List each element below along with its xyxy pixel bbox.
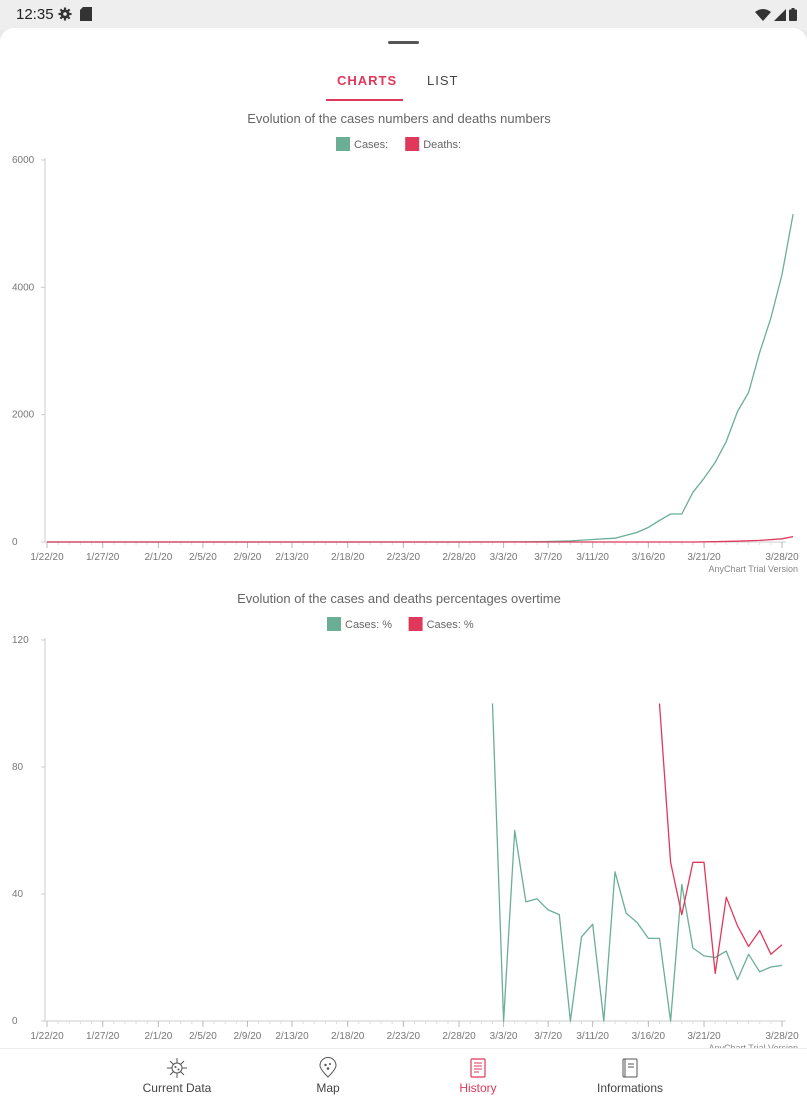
x-tick-label-2: 2/1/20 <box>144 1031 172 1042</box>
x-tick-label-5: 2/13/20 <box>275 552 309 563</box>
legend-swatch-0 <box>327 617 341 631</box>
x-tick-label-9: 3/3/20 <box>490 1031 518 1042</box>
status-time: 12:35 <box>16 6 54 23</box>
legend-label-1: Cases: % <box>427 619 474 631</box>
y-tick-label-0: 0 <box>12 1016 18 1027</box>
anychart-watermark: AnyChart Trial Version <box>708 1043 798 1048</box>
x-tick-label-4: 2/9/20 <box>234 552 262 563</box>
nav-label-informations: Informations <box>596 1081 664 1095</box>
tab-list[interactable]: LIST <box>427 73 459 88</box>
x-tick-label-12: 3/16/20 <box>632 552 666 563</box>
x-tick-label-14: 3/28/20 <box>765 552 799 563</box>
y-tick-label-0: 0 <box>12 537 18 548</box>
series-line-deaths <box>47 535 794 543</box>
legend-swatch-1 <box>408 617 423 631</box>
nav-current-data[interactable]: Current Data <box>117 1057 237 1095</box>
virus-icon <box>167 1058 187 1078</box>
series-line-deaths <box>658 703 783 975</box>
x-tick-label-10: 3/7/20 <box>534 1031 562 1042</box>
nav-label-current-data: Current Data <box>142 1081 212 1095</box>
y-tick-label-1: 40 <box>12 889 24 900</box>
y-tick-label-2: 80 <box>12 762 24 773</box>
legend-swatch-1 <box>405 137 420 151</box>
nav-informations[interactable]: Informations <box>570 1057 690 1095</box>
x-tick-label-4: 2/9/20 <box>234 1031 262 1042</box>
y-tick-label-3: 120 <box>12 635 29 646</box>
chart1-svg: Evolution of the cases numbers and death… <box>12 111 799 574</box>
x-tick-label-12: 3/16/20 <box>632 1031 666 1042</box>
x-tick-label-7: 2/23/20 <box>387 1031 421 1042</box>
x-tick-label-8: 2/28/20 <box>442 1031 476 1042</box>
x-tick-label-3: 2/5/20 <box>189 1031 217 1042</box>
tab-bar: CHARTS LIST <box>0 66 807 102</box>
nav-history[interactable]: History <box>418 1057 538 1095</box>
x-tick-label-7: 2/23/20 <box>387 552 421 563</box>
x-tick-label-1: 1/27/20 <box>86 1031 120 1042</box>
bottom-sheet: CHARTS LIST <box>0 28 807 1100</box>
cases-deaths-percentages-chart: Evolution of the cases and deaths percen… <box>0 585 807 1048</box>
legend-label-0: Cases: % <box>345 619 392 631</box>
series-line-cases <box>491 703 783 1022</box>
battery-icon <box>789 8 797 21</box>
y-tick-label-2: 4000 <box>12 282 35 293</box>
x-tick-label-5: 2/13/20 <box>275 1031 309 1042</box>
legend-label-0: Cases: <box>354 139 388 151</box>
x-tick-label-8: 2/28/20 <box>442 552 476 563</box>
history-icon <box>470 1058 486 1078</box>
x-tick-label-0: 1/22/20 <box>30 1031 64 1042</box>
cell-signal-icon <box>774 8 786 21</box>
nav-label-map: Map <box>316 1081 340 1095</box>
anychart-watermark: AnyChart Trial Version <box>708 564 798 574</box>
x-tick-label-11: 3/11/20 <box>576 552 609 563</box>
map-pin-icon <box>319 1057 337 1078</box>
x-tick-label-13: 3/21/20 <box>687 552 721 563</box>
x-tick-label-9: 3/3/20 <box>490 552 518 563</box>
x-tick-label-11: 3/11/20 <box>576 1031 609 1042</box>
status-bar: 12:35 <box>0 0 807 30</box>
nav-map[interactable]: Map <box>268 1057 388 1095</box>
wifi-icon <box>755 8 771 21</box>
x-tick-label-10: 3/7/20 <box>534 552 562 563</box>
x-tick-label-13: 3/21/20 <box>687 1031 721 1042</box>
book-icon <box>622 1058 638 1078</box>
x-tick-label-14: 3/28/20 <box>765 1031 799 1042</box>
y-tick-label-3: 6000 <box>12 155 35 166</box>
settings-gear-icon <box>58 7 72 21</box>
sd-card-icon <box>80 7 92 21</box>
chart2-svg: Evolution of the cases and deaths percen… <box>12 591 799 1048</box>
cases-deaths-numbers-chart: Evolution of the cases numbers and death… <box>0 105 807 577</box>
x-tick-label-3: 2/5/20 <box>189 552 217 563</box>
series-line-cases <box>47 213 794 543</box>
y-tick-label-1: 2000 <box>12 410 35 421</box>
x-tick-label-2: 2/1/20 <box>144 552 172 563</box>
x-tick-label-1: 1/27/20 <box>86 552 120 563</box>
tab-active-indicator <box>326 99 403 101</box>
x-tick-label-6: 2/18/20 <box>331 552 365 563</box>
x-tick-label-0: 1/22/20 <box>30 552 64 563</box>
legend-swatch-0 <box>336 137 350 151</box>
chart-title: Evolution of the cases numbers and death… <box>247 111 551 126</box>
tab-charts[interactable]: CHARTS <box>337 73 398 88</box>
drag-handle[interactable] <box>388 41 419 44</box>
x-tick-label-6: 2/18/20 <box>331 1031 365 1042</box>
bottom-navigation: Current Data Map History Informations <box>0 1048 807 1100</box>
legend-label-1: Deaths: <box>423 139 461 151</box>
nav-label-history: History <box>459 1081 497 1095</box>
chart-title: Evolution of the cases and deaths percen… <box>237 591 561 606</box>
